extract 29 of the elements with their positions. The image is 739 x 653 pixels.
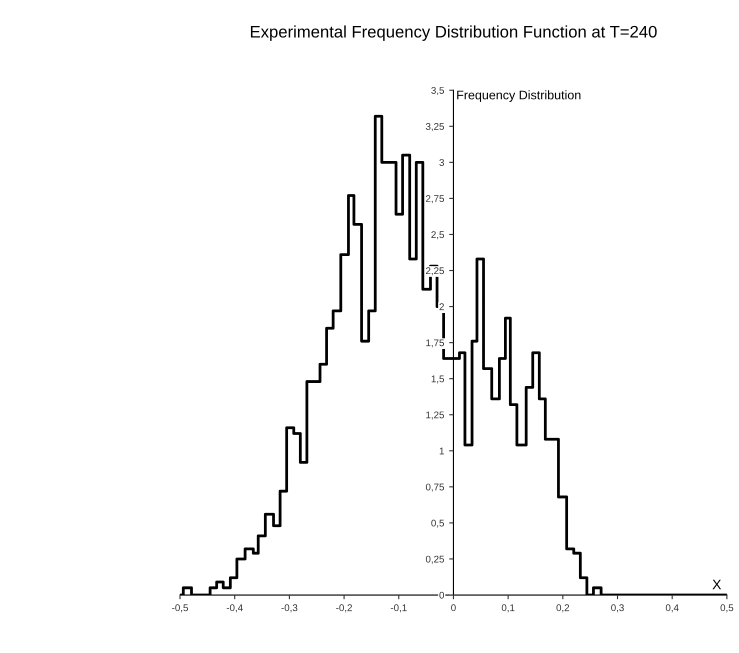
y-tick-label: 2 bbox=[440, 303, 444, 310]
x-tick-label: 0,3 bbox=[611, 604, 624, 612]
y-tick-label: 2,25 bbox=[426, 267, 444, 276]
y-tick-label: 0 bbox=[439, 592, 444, 599]
y-tick-label: 0,25 bbox=[426, 556, 444, 564]
y-tick-label: 0,5 bbox=[431, 520, 444, 528]
x-tick-label: 0,1 bbox=[502, 604, 514, 612]
x-tick-label: -0,5 bbox=[172, 604, 188, 612]
y-tick-label: 3,25 bbox=[426, 123, 444, 132]
x-tick-label: 0,5 bbox=[720, 604, 734, 612]
y-tick-label: 3 bbox=[439, 159, 444, 166]
y-tick-label: 0,75 bbox=[426, 484, 444, 492]
y-tick-label: 1,5 bbox=[432, 376, 444, 384]
x-tick-label: 0,2 bbox=[556, 604, 570, 612]
x-tick-label: 0,4 bbox=[666, 604, 679, 612]
y-tick-label: 1,75 bbox=[426, 339, 444, 348]
y-tick-label: 1 bbox=[440, 448, 444, 454]
x-axis-title: X bbox=[712, 580, 722, 590]
x-tick-label: -0,1 bbox=[390, 604, 407, 612]
chart-title: Experimental Frequency Distribution Function at T=240 bbox=[250, 25, 657, 41]
x-tick-label: -0,2 bbox=[336, 604, 352, 612]
y-tick-label: 3,5 bbox=[431, 86, 444, 96]
x-tick-label: -0,4 bbox=[226, 604, 243, 612]
x-tick-label: 0 bbox=[451, 604, 456, 612]
y-tick-label: 2,75 bbox=[426, 195, 444, 204]
y-tick-label: 1,25 bbox=[426, 411, 444, 420]
y-axis-title: Frequency Distribution bbox=[457, 90, 580, 102]
x-tick-label: -0,3 bbox=[281, 604, 298, 612]
y-tick-label: 2,5 bbox=[431, 231, 444, 240]
